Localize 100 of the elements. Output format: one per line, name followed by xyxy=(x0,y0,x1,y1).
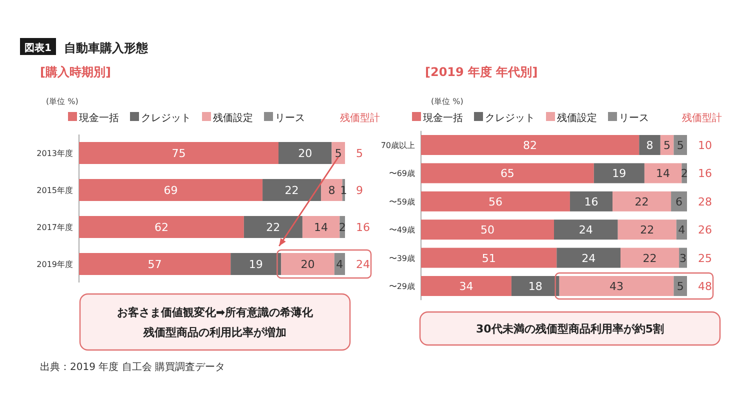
bar xyxy=(674,135,687,155)
data-label: 5 xyxy=(334,147,342,160)
text: 9 xyxy=(356,184,363,197)
y-tick-label: 2019年度 xyxy=(36,260,73,269)
bar xyxy=(421,135,640,155)
data-label: 8 xyxy=(328,184,336,197)
bar xyxy=(278,142,332,164)
data-label: 5 xyxy=(664,139,671,152)
data-label: 4 xyxy=(336,258,344,271)
data-label: 24 xyxy=(582,252,596,265)
bar xyxy=(421,220,554,240)
data-label: 82 xyxy=(523,139,538,152)
data-label: 6 xyxy=(676,195,683,208)
data-label: 57 xyxy=(148,258,162,271)
bar xyxy=(321,179,342,201)
data-label: 2 xyxy=(338,221,346,234)
data-label: 50 xyxy=(480,224,494,237)
data-label: 22 xyxy=(642,252,657,265)
legend-label: 残価設定 xyxy=(213,112,253,124)
bar xyxy=(262,179,322,201)
data-label: 65 xyxy=(500,167,514,180)
bar xyxy=(230,253,282,275)
bar xyxy=(639,135,660,155)
text: 16 xyxy=(698,167,712,180)
data-label: 51 xyxy=(482,252,496,265)
data-label: 14 xyxy=(314,221,328,234)
data-label: 22 xyxy=(640,224,654,237)
bar xyxy=(570,191,613,212)
legend-label: 現金一括 xyxy=(423,112,463,124)
chart-title: [2019 年度 年代別] xyxy=(425,65,538,79)
data-label: 2 xyxy=(680,167,688,180)
text: 残価型商品の利用比率が増加 xyxy=(142,326,286,339)
bar xyxy=(511,276,560,296)
data-label: 8 xyxy=(646,139,654,152)
bar xyxy=(79,179,263,201)
legend-label: リース xyxy=(619,113,649,124)
bar xyxy=(281,253,334,275)
data-label: 24 xyxy=(578,224,593,237)
text: 24 xyxy=(356,258,370,271)
bar xyxy=(644,163,682,184)
y-tick-label: 〜29歳 xyxy=(388,282,415,291)
bar xyxy=(618,220,676,240)
source-note: 出典：2019 年度 自工会 購買調査データ xyxy=(40,361,225,373)
bar xyxy=(421,248,557,268)
data-label: 43 xyxy=(610,280,624,293)
data-label: 16 xyxy=(584,195,598,208)
y-tick-label: 2013年度 xyxy=(36,149,73,158)
bar xyxy=(594,163,644,184)
bar xyxy=(620,248,680,268)
data-label: 20 xyxy=(298,147,312,160)
bar xyxy=(244,216,302,238)
text: 残価型計 xyxy=(682,112,722,124)
text: 30代未満の残価型商品利用率が約5割 xyxy=(476,322,664,336)
data-label: 5 xyxy=(676,280,684,293)
y-tick-label: 〜59歳 xyxy=(388,197,415,206)
data-label: 18 xyxy=(528,280,542,293)
data-label: 75 xyxy=(172,147,186,160)
text: 図表1 xyxy=(24,42,52,54)
chart-title: [購入時期別] xyxy=(40,65,111,79)
bar xyxy=(79,253,231,275)
text: 26 xyxy=(698,224,712,237)
data-label: 19 xyxy=(612,167,626,180)
y-tick-label: 2017年度 xyxy=(36,223,73,232)
text: 自動車購入形態 xyxy=(64,41,149,55)
bar xyxy=(554,220,618,240)
chart-subtitle: (単位 %) xyxy=(46,97,78,106)
y-tick-label: 〜49歳 xyxy=(388,226,415,235)
data-label: 19 xyxy=(248,258,263,271)
bar xyxy=(556,248,620,268)
bar xyxy=(79,216,244,238)
data-label: 22 xyxy=(266,221,280,234)
text: 28 xyxy=(698,195,712,208)
data-label: 62 xyxy=(154,221,168,234)
data-label: 69 xyxy=(164,184,178,197)
data-label: 14 xyxy=(656,167,670,180)
bar xyxy=(559,276,674,296)
bar xyxy=(612,191,672,212)
data-label: 22 xyxy=(634,195,649,208)
data-label: 3 xyxy=(680,252,687,265)
y-tick-label: 70歳以上 xyxy=(380,141,415,150)
text: お客さま価値観変化➡所有意識の希薄化 xyxy=(116,306,314,319)
y-tick-label: 〜69歳 xyxy=(388,169,415,178)
legend-label: クレジット xyxy=(141,113,191,124)
text: 48 xyxy=(698,280,712,293)
bar xyxy=(302,216,340,238)
y-tick-label: 2015年度 xyxy=(36,186,73,195)
bar xyxy=(674,276,687,296)
bar xyxy=(421,191,570,212)
bar xyxy=(79,142,278,164)
bar xyxy=(671,191,687,212)
legend-label: リース xyxy=(275,113,305,124)
text: 5 xyxy=(356,147,363,160)
bar xyxy=(421,163,594,184)
legend-label: クレジット xyxy=(485,113,535,124)
text: 残価型計 xyxy=(340,112,380,124)
data-label: 20 xyxy=(300,258,315,271)
text: 10 xyxy=(698,139,712,152)
y-tick-label: 〜39歳 xyxy=(388,254,415,263)
legend-label: 現金一括 xyxy=(79,112,119,124)
chart-subtitle: (単位 %) xyxy=(431,97,464,106)
